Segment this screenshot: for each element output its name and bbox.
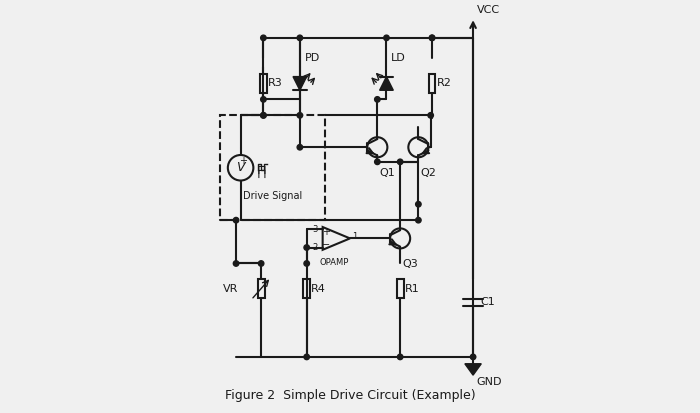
Circle shape (258, 261, 264, 266)
Circle shape (374, 97, 380, 102)
Polygon shape (379, 76, 393, 90)
Text: V: V (237, 161, 245, 174)
Text: 2: 2 (312, 243, 317, 252)
Text: GND: GND (477, 377, 502, 387)
Text: VR: VR (223, 284, 238, 294)
Text: −: − (322, 240, 330, 250)
Circle shape (260, 113, 266, 118)
Circle shape (233, 217, 239, 223)
Circle shape (374, 159, 380, 164)
Text: ⊓: ⊓ (257, 168, 266, 181)
Circle shape (429, 35, 435, 40)
Circle shape (416, 217, 421, 223)
Circle shape (297, 113, 302, 118)
Circle shape (398, 159, 403, 164)
Text: R3: R3 (268, 78, 283, 88)
Circle shape (297, 35, 302, 40)
Circle shape (297, 145, 302, 150)
Polygon shape (293, 76, 307, 90)
Circle shape (304, 245, 309, 250)
Text: Drive Signal: Drive Signal (243, 190, 302, 201)
Text: ⊓: ⊓ (257, 164, 266, 176)
Text: Q2: Q2 (421, 168, 437, 178)
Text: LD: LD (391, 53, 406, 63)
Text: 1: 1 (352, 232, 358, 241)
Text: VCC: VCC (477, 5, 500, 15)
Circle shape (260, 35, 266, 40)
Circle shape (304, 261, 309, 266)
Text: 3: 3 (312, 225, 317, 234)
Circle shape (260, 113, 266, 118)
Circle shape (233, 261, 239, 266)
Text: Figure 2  Simple Drive Circuit (Example): Figure 2 Simple Drive Circuit (Example) (225, 389, 475, 403)
Text: PD: PD (304, 53, 320, 63)
Text: +: + (239, 156, 247, 166)
Text: OPAMP: OPAMP (319, 258, 349, 266)
Circle shape (470, 354, 476, 360)
Text: R4: R4 (312, 284, 326, 294)
Circle shape (304, 354, 309, 360)
Circle shape (384, 35, 389, 40)
Text: Q1: Q1 (379, 168, 396, 178)
Text: C1: C1 (480, 297, 495, 307)
Text: Q3: Q3 (402, 259, 418, 269)
Circle shape (429, 35, 435, 40)
Text: R2: R2 (437, 78, 452, 88)
Polygon shape (465, 364, 482, 375)
Circle shape (428, 113, 433, 118)
Circle shape (260, 97, 266, 102)
Text: +: + (322, 227, 330, 237)
Text: R1: R1 (405, 284, 419, 294)
Circle shape (416, 202, 421, 207)
Circle shape (398, 354, 403, 360)
